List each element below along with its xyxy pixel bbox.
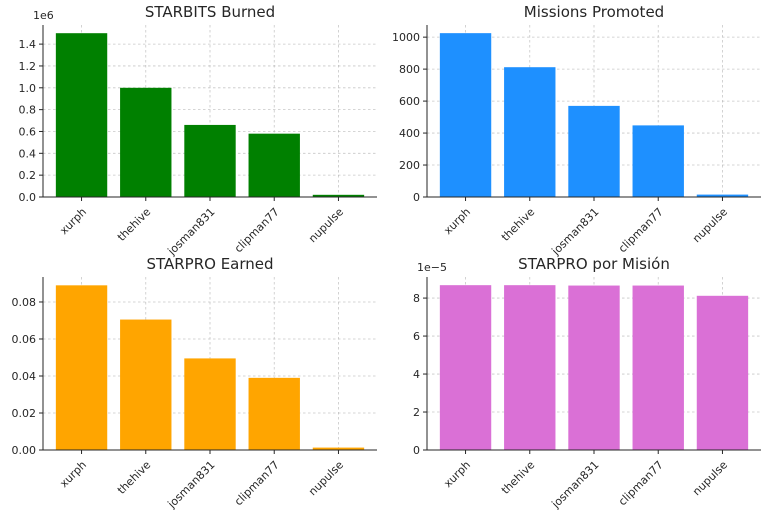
y-tick-label: 1.2 — [19, 60, 37, 73]
x-tick-label: thehive — [499, 458, 538, 497]
y-tick-label: 0.00 — [12, 444, 37, 457]
y-tick-label: 1.4 — [19, 38, 37, 51]
bar-nupulse — [312, 447, 365, 450]
bar-thehive — [504, 285, 556, 450]
x-tick-label: clipman77 — [616, 205, 666, 255]
chart-panel-3: 0.00 0.02 0.04 0.06 0.08 xurph thehive josman83… — [12, 255, 377, 510]
x-tick-label: nupulse — [306, 458, 346, 498]
x-tick-label: xurph — [57, 458, 89, 490]
axis-offset-label: 1e−5 — [417, 261, 447, 274]
chart-panel-1: 0.0 0.2 0.4 0.6 0.8 1.0 1.2 1.4 xurph thehive josm… — [19, 3, 377, 258]
y-tick-label: 2 — [413, 406, 420, 419]
y-tick-label: 0.4 — [19, 147, 37, 160]
bar-nupulse — [696, 194, 749, 197]
bar-xurph — [55, 285, 108, 450]
y-tick-label: 0.02 — [12, 407, 37, 420]
axis-offset-label: 1e6 — [33, 9, 54, 22]
y-tick-label: 600 — [399, 95, 420, 108]
y-tick-label: 400 — [399, 127, 420, 140]
y-tick-label: 1000 — [392, 31, 420, 44]
bar-josman831 — [568, 285, 620, 450]
bar-clipman77 — [248, 377, 300, 450]
x-tick-label: nupulse — [690, 458, 730, 498]
y-tick-label: 8 — [413, 292, 420, 305]
y-tick-label: 4 — [413, 368, 420, 381]
y-tick-label: 0.08 — [12, 296, 37, 309]
bar-xurph — [439, 285, 492, 450]
bar-thehive — [504, 67, 556, 197]
x-tick-label: xurph — [441, 458, 473, 490]
y-tick-label: 0.04 — [12, 370, 37, 383]
x-tick-label: josman831 — [165, 458, 218, 510]
x-tick-label: thehive — [499, 205, 538, 244]
x-tick-label: thehive — [115, 458, 154, 497]
x-tick-label: clipman77 — [616, 458, 666, 508]
y-tick-label: 0.0 — [19, 191, 37, 204]
x-tick-label: nupulse — [306, 205, 346, 245]
bar-thehive — [120, 87, 172, 197]
chart-panel-2: 0 200 400 600 800 1000 xurph thehive josman831 cl… — [392, 3, 761, 258]
bar-xurph — [55, 33, 108, 197]
bar-clipman77 — [248, 133, 300, 197]
bar-josman831 — [184, 358, 236, 450]
bar-nupulse — [696, 295, 749, 450]
chart-panel-4: 0 2 4 6 8 xurph thehive josman831 clipman77 nupul… — [413, 255, 761, 510]
y-tick-label: 0.6 — [19, 125, 37, 138]
bar-clipman77 — [632, 285, 684, 450]
y-tick-label: 0.06 — [12, 333, 37, 346]
y-tick-label: 0 — [413, 444, 420, 457]
y-tick-label: 1.0 — [19, 82, 37, 95]
bar-clipman77 — [632, 125, 684, 197]
bar-josman831 — [184, 124, 236, 197]
bar-xurph — [439, 33, 492, 197]
bar-thehive — [120, 319, 172, 450]
chart-title: Missions Promoted — [524, 3, 664, 21]
bar-nupulse — [312, 194, 365, 197]
x-tick-label: nupulse — [690, 205, 730, 245]
chart-title: STARBITS Burned — [145, 3, 275, 21]
x-tick-label: xurph — [57, 205, 89, 237]
x-tick-label: clipman77 — [232, 458, 282, 508]
y-tick-label: 200 — [399, 159, 420, 172]
y-tick-label: 6 — [413, 330, 420, 343]
x-tick-label: xurph — [441, 205, 473, 237]
y-tick-label: 800 — [399, 63, 420, 76]
chart-title: STARPRO Earned — [146, 255, 273, 273]
x-tick-label: thehive — [115, 205, 154, 244]
y-tick-label: 0.8 — [19, 104, 37, 117]
bar-josman831 — [568, 105, 620, 197]
y-tick-label: 0 — [413, 191, 420, 204]
x-tick-label: clipman77 — [232, 205, 282, 255]
chart-title: STARPRO por Misión — [518, 255, 670, 273]
x-tick-label: josman831 — [165, 205, 218, 258]
x-tick-label: josman831 — [549, 458, 602, 510]
y-tick-label: 0.2 — [19, 169, 37, 182]
x-tick-label: josman831 — [549, 205, 602, 258]
